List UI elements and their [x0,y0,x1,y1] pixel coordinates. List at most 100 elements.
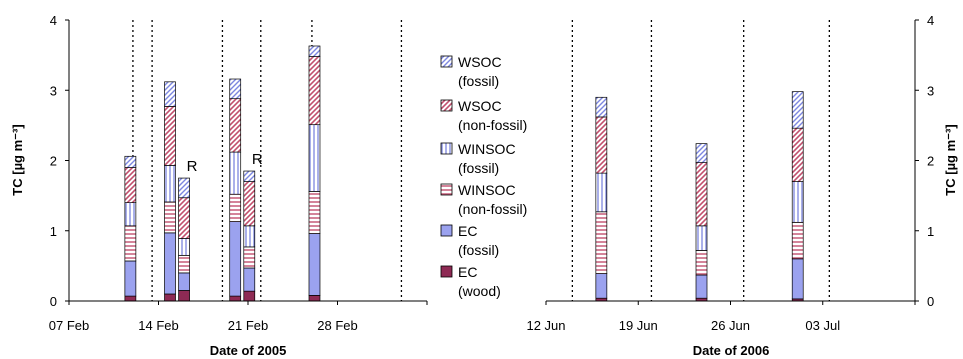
legend-swatch-ec-fossil [440,224,453,237]
bar-segment-ec-fossil [164,232,176,295]
bar-segment-ec-fossil [791,258,804,300]
bar-segment-wsoc-nonfossil [595,116,608,174]
x-tick-label: 28 Feb [317,318,357,333]
bar-segment-winsoc-nonfossil [791,221,804,260]
y-tick-label: 4 [927,13,934,28]
bar-segment-ec-fossil [243,267,256,292]
bar-segment-winsoc-nonfossil [308,191,321,234]
bar-segment-wsoc-fossil [243,170,256,182]
legend-swatch-wsoc-nonfossil [440,99,453,112]
bar-segment-ec-wood [124,295,137,302]
bar-segment-winsoc-fossil [178,238,190,256]
bar-segment-winsoc-fossil [164,165,176,203]
legend-label-ec-wood-1: EC [458,264,477,280]
bar-segment-winsoc-fossil [229,151,242,195]
bar-segment-winsoc-nonfossil [229,193,242,222]
bar-segment-ec-wood [164,293,176,302]
bar-segment-ec-wood [178,290,190,302]
bar-segment-winsoc-fossil [308,124,321,192]
x-tick-label: 14 Feb [138,318,178,333]
bar-segment-winsoc-nonfossil [178,254,190,274]
y-tick-label: 3 [927,83,934,98]
bar-stack [595,96,608,302]
legend-label-wsoc-nonfossil-2: (non-fossil) [458,117,527,133]
bar-segment-wsoc-fossil [178,177,190,199]
y-tick-label: 3 [50,83,57,98]
bar-segment-winsoc-nonfossil [124,225,137,262]
x-tick-label: 21 Feb [228,318,268,333]
chart-right: 0 1 2 3 4 12 Jun 19 Jun 26 Jun 03 Jul TC [µg m⁻³… [526,13,958,358]
bar-segment-ec-fossil [124,260,137,297]
bar-segment-wsoc-fossil [229,78,242,100]
legend-label-winsoc-nonfossil-1: WINSOC [458,182,516,198]
legend-swatch-wsoc-fossil [440,55,453,68]
bar-segment-winsoc-nonfossil [695,250,708,276]
bar-segment-ec-wood [308,295,321,302]
bar-segment-wsoc-nonfossil [164,106,176,166]
y-tick-label: 2 [50,154,57,169]
y-tick-label: 1 [50,224,57,239]
legend-swatch-ec-wood [440,265,453,278]
legend-item-wsoc-fossil: WSOC (fossil) [440,54,502,89]
bar-segment-wsoc-nonfossil [243,181,256,227]
bar-segment-wsoc-fossil [695,143,708,163]
bar-segment-wsoc-fossil [791,91,804,129]
legend-label-wsoc-nonfossil-1: WSOC [458,98,502,114]
legend-label-wsoc-fossil-2: (fossil) [458,73,499,89]
bar-segment-winsoc-nonfossil [595,211,608,274]
bar-segment-wsoc-nonfossil [229,98,242,153]
legend-swatch-winsoc-fossil [440,142,453,155]
bar-segment-ec-wood [243,290,256,302]
bar-segment-winsoc-fossil [124,202,137,227]
bar-stack [124,155,137,302]
bar-segment-wsoc-nonfossil [695,162,708,227]
bar-segment-ec-wood [229,295,242,302]
bar-segment-ec-fossil [178,272,190,291]
ylabel-left: TC [µg m⁻³] [10,124,25,195]
bar-segment-winsoc-fossil [791,181,804,223]
plot-left: R R 0 1 2 3 4 07 Feb 14 Feb 21 Feb 28 Feb [49,13,428,333]
x-tick-label: 26 Jun [711,318,750,333]
bar-segment-wsoc-nonfossil [178,197,190,239]
legend-item-ec-fossil: EC (fossil) [440,223,499,258]
ylabel-right: TC [µg m⁻³] [943,124,958,195]
bar-segment-winsoc-fossil [595,172,608,213]
bar-segment-ec-fossil [695,274,708,299]
y-tick-label: 4 [50,13,57,28]
bar-segment-wsoc-fossil [164,81,176,107]
y-tick-label: 2 [927,154,934,169]
legend-label-ec-fossil-2: (fossil) [458,242,499,258]
legend-swatch-winsoc-nonfossil [440,183,453,196]
bar-segment-wsoc-nonfossil [308,56,321,126]
bar-stack [164,81,176,302]
bar-annotation: R [187,158,198,175]
legend-label-ec-fossil-1: EC [458,223,477,239]
bar-segment-ec-fossil [308,233,321,296]
bar-stack [695,143,708,302]
x-tick-label: 07 Feb [49,318,89,333]
legend: WSOC (fossil) WSOC (non-fossil) WINSOC (… [440,54,527,299]
legend-label-winsoc-nonfossil-2: (non-fossil) [458,201,527,217]
legend-label-winsoc-fossil-1: WINSOC [458,141,516,157]
bar-segment-winsoc-nonfossil [243,246,256,269]
bar-segment-winsoc-fossil [695,225,708,251]
x-tick-label: 19 Jun [619,318,658,333]
bar-segment-wsoc-fossil [308,45,321,57]
bar-segment-wsoc-nonfossil [791,127,804,182]
legend-label-winsoc-fossil-2: (fossil) [458,160,499,176]
bar-segment-ec-fossil [229,221,242,297]
legend-label-wsoc-fossil-1: WSOC [458,54,502,70]
bar-segment-ec-fossil [595,273,608,299]
bar-segment-winsoc-fossil [243,225,256,248]
bar-segment-wsoc-nonfossil [124,167,137,203]
bar-stack [308,45,321,302]
legend-item-winsoc-fossil: WINSOC (fossil) [440,141,516,176]
x-tick-label: 12 Jun [526,318,565,333]
legend-item-winsoc-nonfossil: WINSOC (non-fossil) [440,182,527,217]
bar-annotation: R [252,151,263,168]
xlabel-left: Date of 2005 [210,343,287,358]
y-tick-label: 0 [50,294,57,309]
legend-label-ec-wood-2: (wood) [458,283,501,299]
bar-stack: R [178,158,198,302]
